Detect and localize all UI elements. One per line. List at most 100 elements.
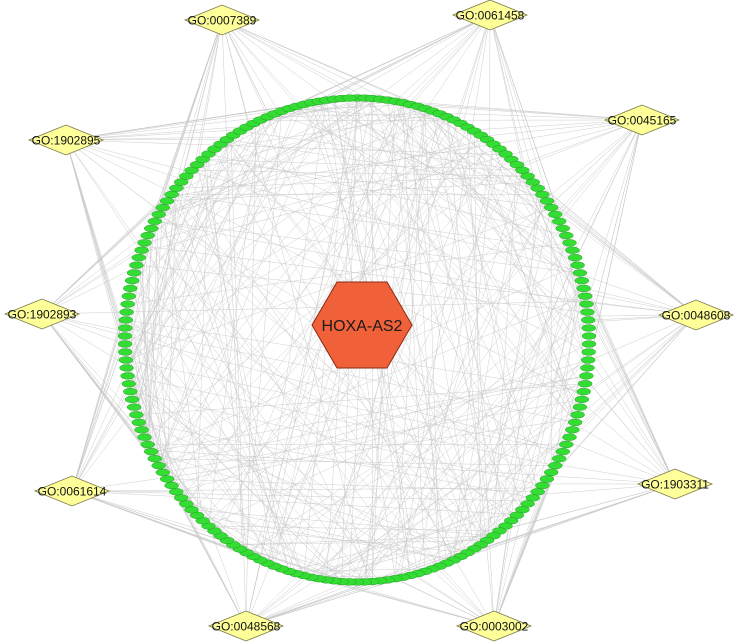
gene-node[interactable] (555, 224, 570, 233)
gene-node[interactable] (134, 246, 149, 254)
gene-node[interactable] (126, 403, 142, 411)
gene-node[interactable] (155, 468, 171, 477)
gene-node[interactable] (124, 277, 140, 285)
gene-node[interactable] (123, 284, 138, 293)
gene-node[interactable] (559, 231, 574, 240)
gene-node[interactable] (164, 190, 179, 199)
gene-node[interactable] (574, 277, 590, 285)
gene-node[interactable] (568, 418, 583, 427)
gene-node[interactable] (120, 372, 135, 380)
gene-node[interactable] (119, 308, 134, 316)
gene-node[interactable] (530, 488, 545, 496)
go-node-0003002[interactable]: GO:0003002 (455, 610, 533, 642)
gene-node[interactable] (581, 324, 596, 332)
gene-node[interactable] (565, 246, 580, 254)
gene-node[interactable] (581, 332, 597, 340)
gene-node[interactable] (530, 184, 545, 192)
gene-node[interactable] (342, 94, 357, 102)
gene-node[interactable] (581, 348, 596, 356)
gene-node[interactable] (568, 254, 583, 262)
go-node-0061614[interactable]: GO:0061614 (33, 475, 111, 507)
gene-node[interactable] (140, 440, 155, 449)
gene-node[interactable] (140, 231, 155, 240)
gene-node[interactable] (574, 395, 590, 404)
gene-node[interactable] (143, 224, 159, 233)
gene-node[interactable] (555, 448, 570, 456)
gene-node[interactable] (121, 292, 137, 300)
gene-node[interactable] (535, 481, 550, 490)
gene-node[interactable] (118, 324, 133, 332)
go-node-1903311[interactable]: GO:1903311 (636, 468, 714, 500)
gene-node[interactable] (539, 197, 555, 205)
go-node-0061458[interactable]: GO:0061458 (451, 0, 529, 31)
gene-node[interactable] (121, 380, 137, 388)
gene-node[interactable] (565, 426, 580, 434)
gene-node[interactable] (562, 239, 577, 247)
gene-node[interactable] (525, 494, 540, 502)
gene-node[interactable] (137, 239, 152, 247)
gene-node[interactable] (118, 348, 133, 356)
gene-node[interactable] (579, 300, 594, 308)
gene-node[interactable] (581, 316, 596, 324)
gene-node[interactable] (570, 411, 585, 419)
gene-node[interactable] (124, 395, 140, 404)
gene-node[interactable] (131, 418, 147, 427)
gene-node[interactable] (173, 494, 189, 502)
gene-node[interactable] (520, 172, 535, 180)
go-node-1902895[interactable]: GO:1902895 (27, 124, 105, 156)
gene-node[interactable] (578, 292, 593, 300)
go-node-0048568[interactable]: GO:0048568 (207, 610, 285, 642)
gene-node[interactable] (578, 380, 593, 388)
gene-node[interactable] (159, 197, 175, 205)
gene-node[interactable] (552, 455, 567, 463)
gene-node[interactable] (118, 356, 134, 364)
gene-node[interactable] (179, 500, 194, 508)
gene-node[interactable] (539, 475, 555, 483)
gene-node[interactable] (576, 388, 591, 396)
gene-node[interactable] (120, 300, 135, 308)
go-node-0007389[interactable]: GO:0007389 (183, 4, 261, 36)
gene-node[interactable] (117, 340, 133, 348)
gene-node[interactable] (137, 433, 152, 441)
gene-node[interactable] (123, 388, 138, 396)
gene-node[interactable] (548, 462, 563, 470)
go-node-0045165[interactable]: GO:0045165 (603, 104, 681, 136)
go-node-0048608[interactable]: GO:0048608 (657, 299, 735, 331)
gene-node[interactable] (147, 217, 163, 225)
gene-node[interactable] (580, 308, 595, 316)
gene-node[interactable] (548, 210, 563, 219)
gene-node[interactable] (147, 455, 163, 463)
gene-node[interactable] (572, 269, 588, 277)
gene-node[interactable] (151, 462, 166, 470)
gene-node[interactable] (129, 411, 144, 419)
gene-node[interactable] (544, 204, 559, 212)
gene-node[interactable] (581, 340, 597, 348)
gene-node[interactable] (131, 254, 147, 262)
gene-node[interactable] (173, 178, 189, 186)
gene-node[interactable] (126, 269, 142, 277)
gene-node[interactable] (535, 190, 550, 199)
gene-node[interactable] (559, 440, 574, 449)
gene-node[interactable] (169, 488, 184, 496)
gene-node[interactable] (169, 184, 184, 192)
gene-node[interactable] (117, 332, 133, 340)
gene-node[interactable] (572, 403, 588, 411)
go-node-1902893[interactable]: GO:1902893 (3, 298, 81, 330)
gene-node[interactable] (159, 475, 175, 483)
gene-node[interactable] (129, 261, 144, 269)
gene-node[interactable] (164, 481, 179, 490)
gene-node[interactable] (134, 426, 149, 434)
gene-node[interactable] (151, 210, 166, 219)
gene-node[interactable] (544, 468, 559, 477)
gene-node[interactable] (118, 316, 134, 324)
gene-node[interactable] (525, 178, 540, 186)
gene-node[interactable] (580, 364, 595, 372)
gene-node[interactable] (562, 433, 577, 441)
gene-node[interactable] (579, 372, 594, 380)
gene-node[interactable] (119, 364, 134, 372)
gene-node[interactable] (581, 356, 596, 364)
gene-node[interactable] (576, 284, 591, 293)
center-node[interactable]: HOXA-AS2 (311, 281, 413, 369)
gene-node[interactable] (155, 204, 171, 212)
gene-node[interactable] (570, 261, 585, 269)
